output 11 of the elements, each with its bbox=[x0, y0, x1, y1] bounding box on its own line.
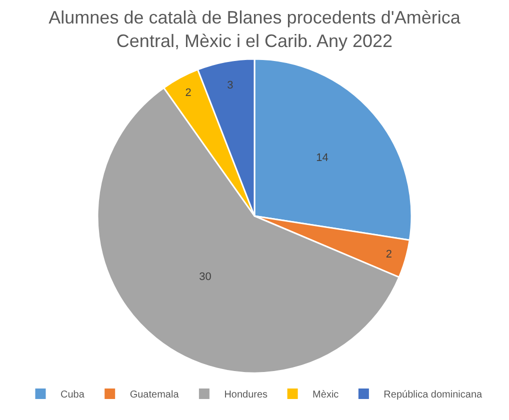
legend-label: Mèxic bbox=[312, 390, 339, 401]
data-label: 3 bbox=[227, 80, 234, 92]
data-label: 14 bbox=[316, 152, 328, 164]
legend-label: República dominicana bbox=[384, 390, 483, 401]
data-label: 30 bbox=[199, 271, 212, 284]
chart-title: Alumnes de català de Blanes procedents d'Amèrica Central, Mèxic i el Carib. Any 2022 bbox=[48, 7, 462, 51]
data-label: 2 bbox=[386, 248, 392, 260]
legend-label: Guatemala bbox=[130, 390, 180, 401]
data-label: 2 bbox=[185, 86, 192, 99]
legend-label: Cuba bbox=[60, 390, 85, 401]
legend-label: Hondures bbox=[224, 390, 268, 401]
